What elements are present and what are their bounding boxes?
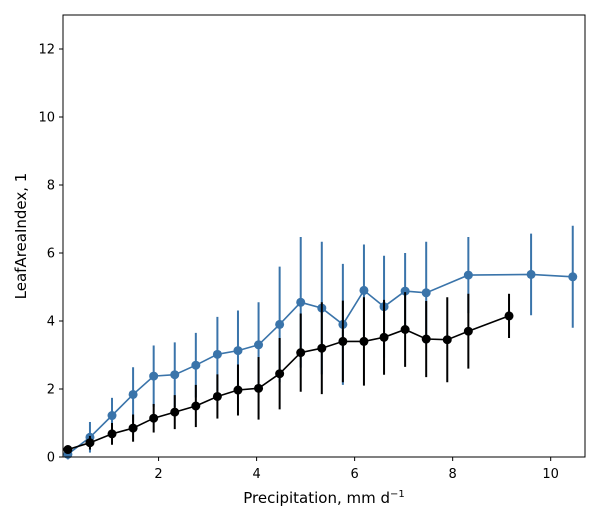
- series-2-point-16: [379, 332, 389, 342]
- series-1-point-5: [149, 371, 159, 381]
- series-1-point-12: [296, 297, 306, 307]
- series-2-point-1: [63, 445, 73, 455]
- x-tick-label-4: 4: [252, 467, 260, 482]
- series-2-point-20: [463, 326, 473, 336]
- series-1-point-15: [359, 285, 369, 295]
- series-2-point-4: [128, 423, 138, 433]
- series-1-point-3: [107, 411, 117, 421]
- y-tick-label-12: 12: [38, 43, 55, 58]
- series-1-point-21: [568, 272, 578, 282]
- series-2-point-2: [85, 438, 95, 448]
- y-tick-label-6: 6: [47, 247, 55, 262]
- series-1-point-19: [463, 270, 473, 280]
- y-tick-label-10: 10: [38, 111, 55, 126]
- series-1-point-10: [254, 340, 264, 350]
- axis-ticks: 2 4 6 8 10 0 2 4 6 8 10 12: [38, 43, 559, 483]
- y-axis-label: LeafAreaIndex, 1: [12, 173, 30, 300]
- series-1-point-9: [233, 346, 243, 356]
- y-tick-label-4: 4: [47, 315, 55, 330]
- series-1-point-4: [128, 389, 138, 399]
- series-2-point-7: [191, 401, 201, 411]
- y-tick-label-8: 8: [47, 179, 55, 194]
- series-2-point-12: [296, 348, 306, 358]
- series-1-point-11: [275, 319, 285, 329]
- series-1-point-8: [212, 349, 222, 359]
- x-tick-label-10: 10: [542, 467, 559, 482]
- x-axis-label-superscript: −1: [390, 489, 405, 500]
- series-2-point-19: [442, 335, 452, 345]
- y-tick-label-2: 2: [47, 383, 55, 398]
- series-2-point-5: [149, 413, 159, 423]
- x-tick-label-6: 6: [350, 467, 358, 482]
- series-2-point-13: [317, 343, 327, 353]
- x-tick-label-8: 8: [449, 467, 457, 482]
- series-1-point-7: [191, 360, 201, 370]
- series-2-point-8: [212, 391, 222, 401]
- series-2-point-14: [338, 336, 348, 346]
- series-1-point-18: [421, 288, 431, 298]
- axes-frame: [62, 14, 586, 458]
- plot-area: [63, 225, 578, 460]
- series-2-point-9: [233, 385, 243, 395]
- series-1-point-17: [400, 286, 410, 296]
- y-tick-label-0: 0: [47, 451, 55, 466]
- series-2: [63, 292, 514, 455]
- series-2-point-17: [400, 325, 410, 334]
- series-2-point-10: [254, 383, 264, 393]
- series-2-point-6: [170, 407, 180, 417]
- x-axis-label-text: Precipitation, mm d: [243, 489, 390, 507]
- x-axis-label: Precipitation, mm d−1: [243, 489, 405, 507]
- series-2-point-21: [504, 311, 514, 321]
- series-1-point-6: [170, 370, 180, 380]
- series-2-point-18: [421, 334, 431, 344]
- series-2-point-3: [107, 429, 117, 439]
- series-1-point-20: [526, 269, 536, 279]
- series-2-point-11: [275, 369, 285, 379]
- series-2-point-15: [359, 336, 369, 346]
- x-tick-label-2: 2: [154, 467, 162, 482]
